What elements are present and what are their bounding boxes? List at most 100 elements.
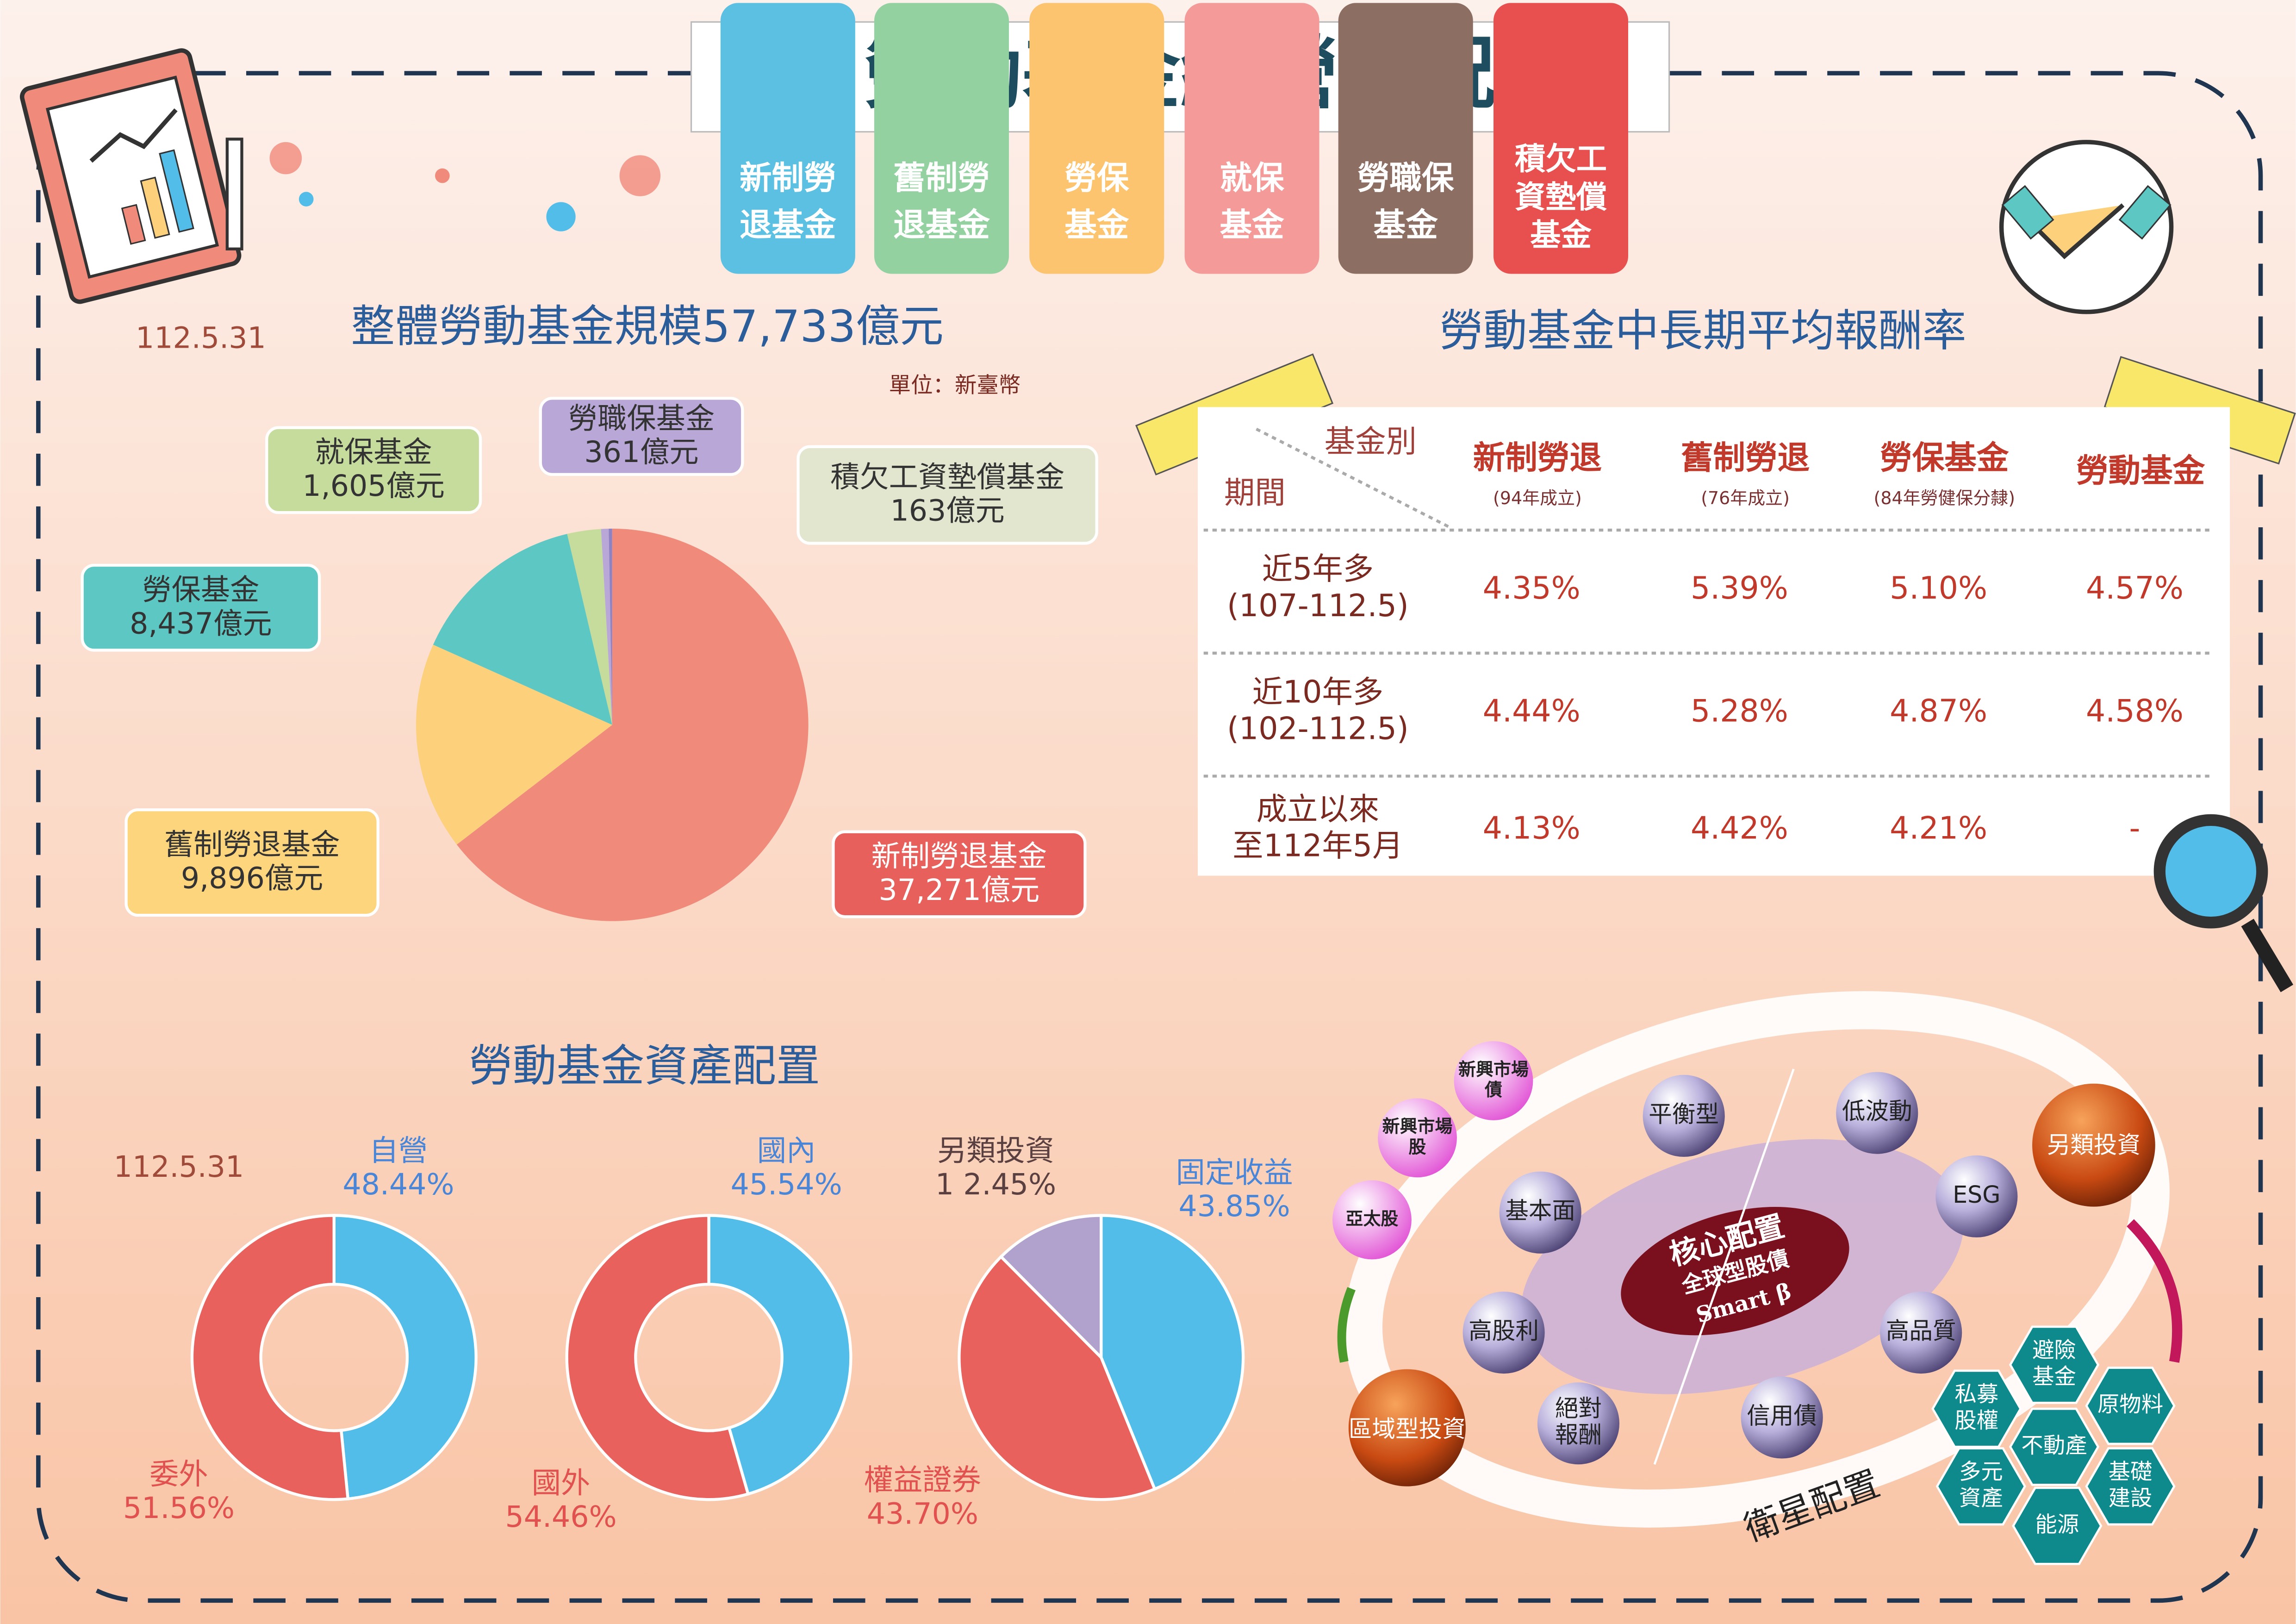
value-label: 48.44% [342, 1167, 454, 1201]
tab [720, 3, 855, 274]
slice [456, 528, 809, 921]
table-cell: 4.42% [1691, 810, 1788, 846]
node-label: 信用債 [1747, 1402, 1817, 1429]
callout-box [124, 808, 380, 917]
regional-sub-node [1332, 1180, 1412, 1260]
node-label: 不動產 [2021, 1433, 2087, 1458]
date: 112.5.31 [136, 320, 266, 355]
column-header: 新制勞退 [1473, 439, 1602, 476]
category-label: 國內 [757, 1133, 816, 1168]
value-label: 361億元 [584, 435, 698, 469]
slice [707, 1214, 852, 1496]
slice [567, 529, 612, 725]
value-label: 9,896億元 [181, 861, 324, 895]
row-period: 近10年多 [1252, 674, 1384, 710]
core-node [1462, 1291, 1545, 1374]
core-node [1643, 1074, 1725, 1157]
alternative-sub-node [1931, 1369, 2022, 1448]
alternative-node [2032, 1083, 2155, 1207]
tab-label: 基金 [1220, 206, 1285, 244]
section-title: 勞動基金資產配置 [469, 1041, 820, 1092]
category-label: 固定收益 [1176, 1155, 1293, 1189]
node-label: 基金 [2032, 1364, 2076, 1390]
node-label: 多元 [1959, 1459, 2003, 1485]
column-header: 勞保基金 [1880, 439, 2009, 476]
tab [1493, 3, 1629, 274]
row-period: (107-112.5) [1227, 587, 1409, 624]
node-label: 基礎 [2109, 1459, 2153, 1485]
tab-label: 就保 [1220, 159, 1285, 197]
slice [565, 1214, 750, 1501]
table-cell: 4.35% [1483, 570, 1580, 606]
regional-label: 區域型投資 [1349, 1415, 1466, 1443]
node-label: 平衡型 [1649, 1100, 1719, 1128]
table-cell: 4.87% [1890, 693, 1987, 729]
slice [958, 1255, 1157, 1501]
alternative-sub-node [2009, 1325, 2100, 1404]
table-cell: 4.58% [2086, 693, 2184, 729]
value-label: 1,605億元 [302, 468, 445, 503]
core-node [1935, 1155, 2018, 1237]
category-label: 自營 [369, 1133, 428, 1168]
regional-sub-node [1454, 1041, 1533, 1120]
category-label: 新制勞退基金 [871, 839, 1047, 873]
alternative-sub-node [2009, 1407, 2100, 1486]
value-label: 8,437億元 [130, 606, 272, 640]
table-cell: 5.10% [1890, 570, 1987, 606]
tab-label: 勞保 [1064, 159, 1130, 197]
callout-box [539, 397, 744, 476]
tab-label: 基金 [1064, 206, 1129, 244]
value-label: 163億元 [890, 493, 1005, 528]
tab [1338, 3, 1473, 274]
node-label: 絕對 [1555, 1395, 1602, 1422]
clipboard-icon [19, 48, 243, 304]
tab-label: 退基金 [740, 206, 836, 244]
category-label: 權益證券 [864, 1463, 981, 1497]
corner-divider [1256, 427, 1450, 529]
corner-col: 基金別 [1325, 424, 1417, 460]
category-label: 就保基金 [315, 435, 432, 469]
row-period: 成立以來 [1257, 791, 1380, 827]
node-label: 高品質 [1886, 1317, 1956, 1344]
allocation-diagram [1337, 991, 2183, 1528]
core-node [1741, 1376, 1823, 1459]
value-label: 45.54% [731, 1167, 842, 1201]
slice [332, 1214, 478, 1501]
column-note: (94年成立) [1493, 488, 1582, 508]
callout-box [265, 426, 482, 514]
node-label: 亞太股 [1346, 1208, 1399, 1229]
tab [1029, 3, 1164, 274]
chart-title: 整體勞動基金規模57,733億元 [351, 301, 944, 352]
unit: 單位：新臺幣 [889, 373, 1021, 398]
node-label: 基本面 [1505, 1197, 1575, 1224]
row-period: (102-112.5) [1227, 711, 1409, 747]
column-note: (76年成立) [1701, 488, 1790, 508]
callout-box [81, 563, 321, 652]
handshake-icon [1999, 140, 2174, 314]
node-label: 避險 [2032, 1338, 2076, 1363]
slice [601, 528, 612, 725]
column-header: 舊制勞退 [1681, 439, 1810, 476]
magnifier-icon [2153, 814, 2294, 993]
category-label: 舊制勞退基金 [164, 827, 340, 862]
node-label: 新興市場 [1458, 1059, 1529, 1080]
corner-row: 期間 [1224, 475, 1286, 511]
table-cell: 5.39% [1691, 570, 1788, 606]
value-label: 54.46% [505, 1499, 616, 1534]
slice [609, 528, 612, 725]
table-cell: 5.28% [1691, 693, 1788, 729]
node-label: 私募 [1954, 1382, 1998, 1407]
value-label: 43.70% [867, 1497, 978, 1531]
tab [1184, 3, 1319, 274]
slice [190, 1214, 350, 1501]
row-period: 至112年5月 [1232, 828, 1403, 864]
slice [1100, 1214, 1245, 1491]
alternative-sub-node [1935, 1447, 2027, 1526]
alternative-sub-node [2012, 1487, 2103, 1565]
date: 112.5.31 [114, 1149, 244, 1184]
table-cell: 4.13% [1483, 810, 1580, 846]
node-label: 原物料 [2097, 1392, 2163, 1418]
tab-label: 積欠工 [1515, 141, 1607, 177]
